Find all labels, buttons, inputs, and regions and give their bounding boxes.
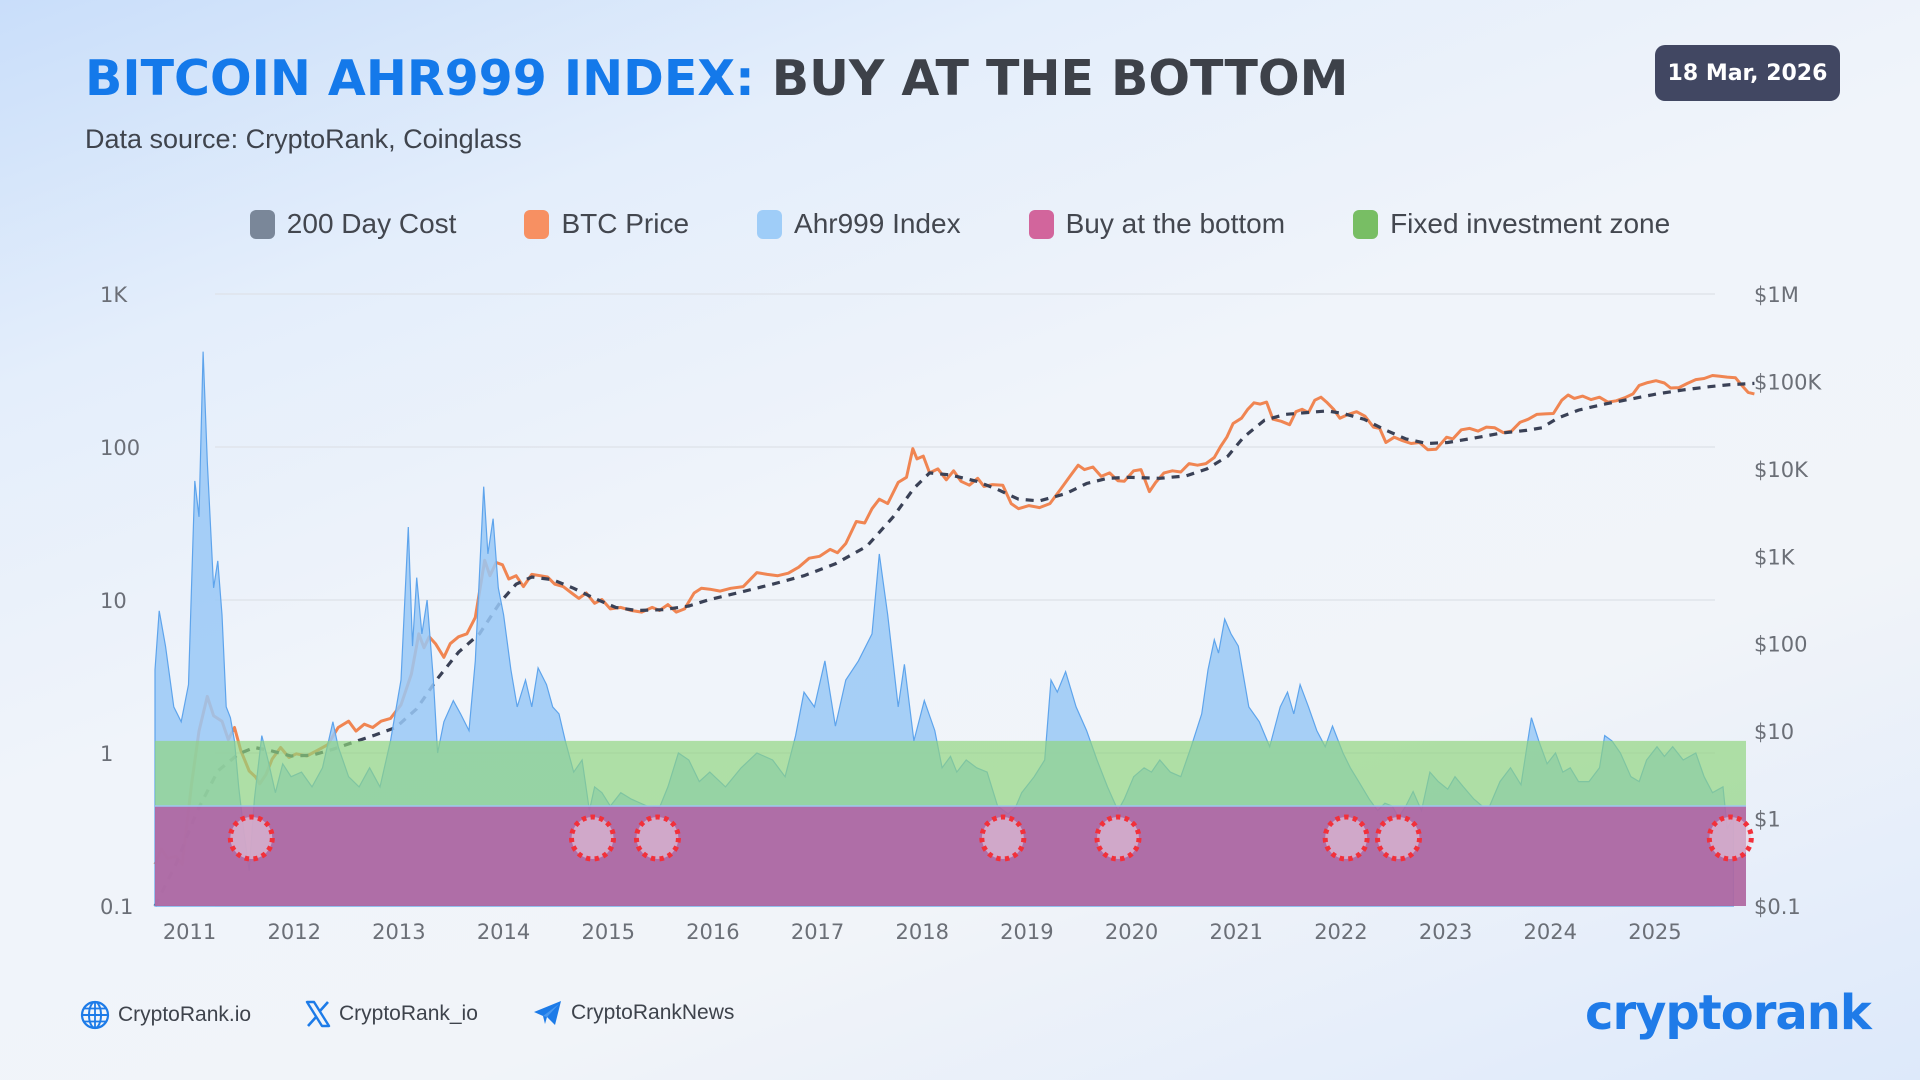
footer-website-text: CryptoRank.io <box>118 1003 252 1026</box>
footer-twitter-text: CryptoRank_io <box>339 1002 478 1025</box>
legend-swatch-fixed-investment-zone <box>1353 209 1379 239</box>
legend-label: BTC Price <box>561 208 690 239</box>
axes: 0.1 1 10 100 1K $0.1 $1 $10 $100 $1K $10K $100K $1M 2… <box>100 283 1822 944</box>
legend-label: Ahr999 Index <box>794 208 961 239</box>
title-rest: BUY AT THE BOTTOM <box>771 50 1349 107</box>
buy-signal-marker <box>1094 814 1142 862</box>
legend-item-fixed-investment-zone[interactable]: Fixed investment zone <box>1353 208 1670 240</box>
title-accent: BITCOIN AHR999 INDEX: <box>85 50 755 107</box>
x-axis-tick-label: 2013 <box>372 920 425 944</box>
legend-swatch-200-day-cost <box>249 209 275 239</box>
left-axis-tick-label: 0.1 <box>100 895 133 919</box>
x-axis-tick-label: 2022 <box>1314 920 1367 944</box>
buy-signal-marker <box>1374 814 1422 862</box>
legend-swatch-buy-at-bottom <box>1028 209 1054 239</box>
footer-website-link[interactable]: CryptoRank.io <box>80 1000 251 1030</box>
x-axis-tick-label: 2025 <box>1628 920 1681 944</box>
x-axis-tick-label: 2020 <box>1105 920 1158 944</box>
left-axis-tick-label: 1 <box>100 742 113 766</box>
buy-signal-marker <box>1322 814 1370 862</box>
x-axis-tick-label: 2015 <box>581 920 634 944</box>
page-title: BITCOIN AHR999 INDEX: BUY AT THE BOTTOM <box>85 50 1348 107</box>
legend-swatch-btc-price <box>524 209 550 239</box>
date-badge: 18 Mar, 2026 <box>1655 45 1840 101</box>
legend-label: Buy at the bottom <box>1065 208 1286 239</box>
buy-signal-marker <box>227 814 275 862</box>
right-axis-tick-label: $100 <box>1754 633 1807 657</box>
chart-legend: 200 Day Cost BTC Price Ahr999 Index Buy … <box>0 208 1920 240</box>
buy-signal-marker <box>633 814 681 862</box>
left-axis-tick-label: 100 <box>100 436 140 460</box>
buy-signal-marker <box>569 814 617 862</box>
x-axis-tick-label: 2023 <box>1419 920 1472 944</box>
legend-swatch-ahr999-index <box>757 209 783 239</box>
left-axis-tick-label: 1K <box>100 283 128 307</box>
x-twitter-icon <box>305 1000 331 1028</box>
data-source-subtitle: Data source: CryptoRank, Coinglass <box>85 124 522 154</box>
right-axis-tick-label: $0.1 <box>1754 895 1801 919</box>
x-axis-tick-label: 2016 <box>686 920 739 944</box>
fixed-investment-zone <box>155 740 1746 807</box>
legend-label: Fixed investment zone <box>1390 208 1671 239</box>
x-axis-tick-label: 2012 <box>267 920 320 944</box>
cryptorank-logo: cryptorank <box>1585 985 1872 1041</box>
x-axis-tick-label: 2017 <box>791 920 844 944</box>
legend-item-buy-at-bottom[interactable]: Buy at the bottom <box>1028 208 1286 240</box>
right-axis-tick-label: $10 <box>1754 720 1794 744</box>
right-axis-tick-label: $1M <box>1754 283 1799 307</box>
right-axis-tick-label: $100K <box>1754 370 1822 394</box>
zone-bands <box>155 740 1746 906</box>
x-axis-tick-label: 2018 <box>896 920 949 944</box>
x-axis-tick-label: 2019 <box>1000 920 1053 944</box>
legend-item-ahr999-index[interactable]: Ahr999 Index <box>757 208 961 240</box>
buy-signal-marker <box>1706 814 1754 862</box>
buy-signal-markers <box>227 814 1754 862</box>
footer-twitter-link[interactable]: CryptoRank_io <box>305 1000 478 1028</box>
x-axis-tick-label: 2024 <box>1524 920 1577 944</box>
x-axis-tick-label: 2021 <box>1210 920 1263 944</box>
legend-item-200-day-cost[interactable]: 200 Day Cost <box>249 208 457 240</box>
buy-at-bottom-zone <box>155 806 1746 906</box>
left-axis-tick-label: 10 <box>100 589 127 613</box>
legend-label: 200 Day Cost <box>286 208 457 239</box>
legend-item-btc-price[interactable]: BTC Price <box>524 208 689 240</box>
globe-icon <box>80 1000 110 1030</box>
right-axis-tick-label: $1K <box>1754 545 1796 569</box>
footer-telegram-text: CryptoRankNews <box>571 1001 735 1024</box>
buy-signal-marker <box>979 814 1027 862</box>
right-axis-tick-label: $10K <box>1754 458 1809 482</box>
telegram-icon <box>534 1001 561 1025</box>
x-axis-tick-label: 2014 <box>477 920 530 944</box>
footer-telegram-link[interactable]: CryptoRankNews <box>533 1000 734 1026</box>
x-axis-tick-label: 2011 <box>163 920 216 944</box>
right-axis-tick-label: $1 <box>1754 808 1781 832</box>
